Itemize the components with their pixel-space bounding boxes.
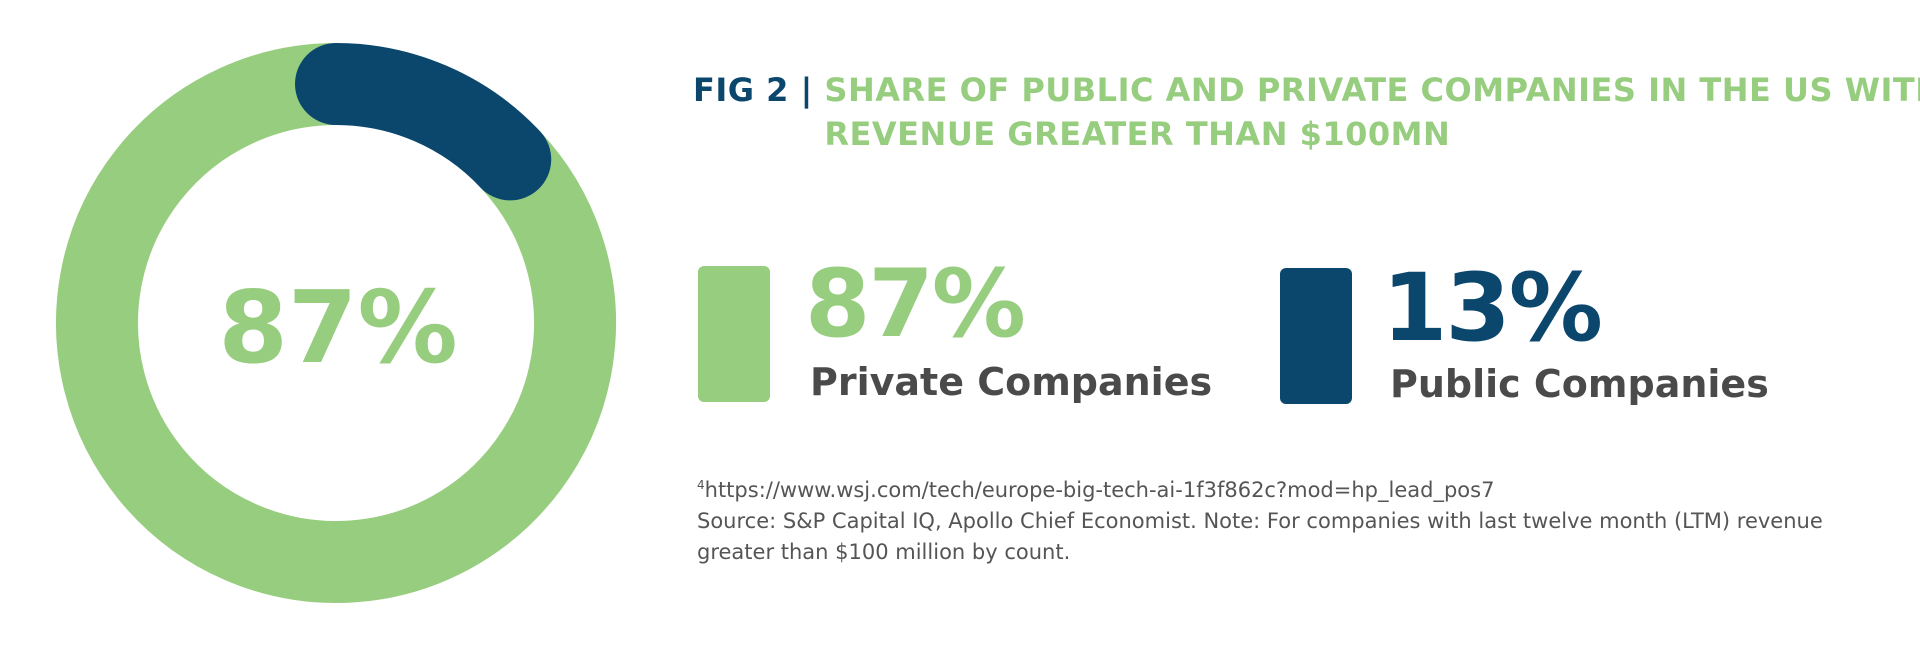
legend-value-private: 87% xyxy=(805,250,1026,359)
legend-value-public: 13% xyxy=(1382,254,1603,363)
chart-title-text: SHARE OF PUBLIC AND PRIVATE COMPANIES IN… xyxy=(824,71,1920,153)
source-note: Source: S&P Capital IQ, Apollo Chief Eco… xyxy=(697,509,1823,564)
chart-title: FIG 2 | SHARE OF PUBLIC AND PRIVATE COMP… xyxy=(693,68,1920,156)
footnote-url: 4https://www.wsj.com/tech/europe-big-tec… xyxy=(697,470,1897,506)
legend-swatch-public xyxy=(1280,268,1352,404)
footnotes: 4https://www.wsj.com/tech/europe-big-tec… xyxy=(697,470,1897,568)
legend-label-public: Public Companies xyxy=(1390,362,1769,406)
footnote-marker: 4 xyxy=(697,478,705,492)
legend-label-private: Private Companies xyxy=(810,360,1213,404)
figure-number: FIG 2 | xyxy=(693,71,825,109)
donut-slice-private xyxy=(56,43,616,603)
footnote-url-text: https://www.wsj.com/tech/europe-big-tech… xyxy=(704,478,1495,502)
legend-swatch-private xyxy=(698,266,770,402)
donut-center-label: 87% xyxy=(218,269,457,386)
donut-chart: 87% xyxy=(56,43,616,603)
donut-slice-public xyxy=(295,43,552,201)
